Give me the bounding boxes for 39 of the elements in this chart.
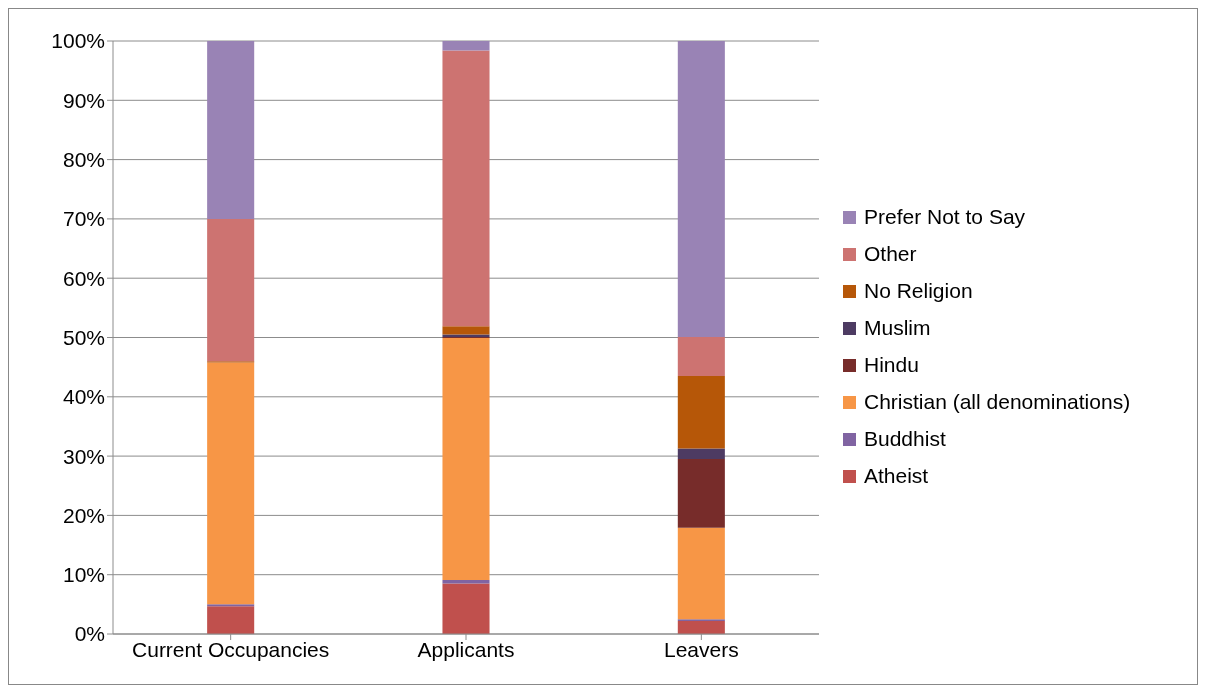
bar	[207, 218, 255, 362]
y-tick-label: 50%	[62, 325, 105, 349]
y-tick-label: 90%	[62, 88, 105, 112]
bar	[442, 326, 490, 335]
bar	[677, 620, 725, 634]
bar	[442, 580, 490, 584]
y-tick-label: 20%	[62, 503, 105, 527]
legend-label: Buddhist	[864, 427, 946, 451]
bar	[442, 41, 490, 51]
bar	[677, 376, 725, 449]
y-tick-label: 80%	[62, 148, 105, 172]
bar	[677, 336, 725, 377]
y-tick-label: 60%	[62, 266, 105, 290]
bar	[677, 41, 725, 337]
y-tick-label: 10%	[62, 563, 105, 587]
legend-label: No Religion	[864, 279, 973, 303]
y-tick-label: 0%	[74, 622, 105, 646]
legend-label: Christian (all denominations)	[864, 390, 1131, 414]
bar	[207, 606, 255, 634]
bar	[442, 338, 490, 581]
bar	[207, 362, 255, 605]
legend-label: Muslim	[864, 316, 931, 340]
bar	[442, 583, 490, 634]
y-tick-label: 70%	[62, 207, 105, 231]
x-tick-label: Current Occupancies	[132, 637, 330, 661]
bar	[677, 459, 725, 528]
legend-label: Other	[864, 242, 917, 266]
bar	[677, 448, 725, 460]
bar	[442, 50, 490, 327]
x-tick-label: Applicants	[417, 637, 515, 661]
legend-label: Atheist	[864, 464, 929, 488]
legend-label: Prefer Not to Say	[864, 205, 1026, 229]
legend-label: Hindu	[864, 353, 919, 377]
y-tick-label: 30%	[62, 444, 105, 468]
bar	[207, 41, 255, 219]
bar	[677, 527, 725, 620]
y-tick-label: 100%	[51, 29, 105, 53]
x-tick-label: Leavers	[663, 637, 739, 661]
y-tick-label: 40%	[62, 385, 105, 409]
